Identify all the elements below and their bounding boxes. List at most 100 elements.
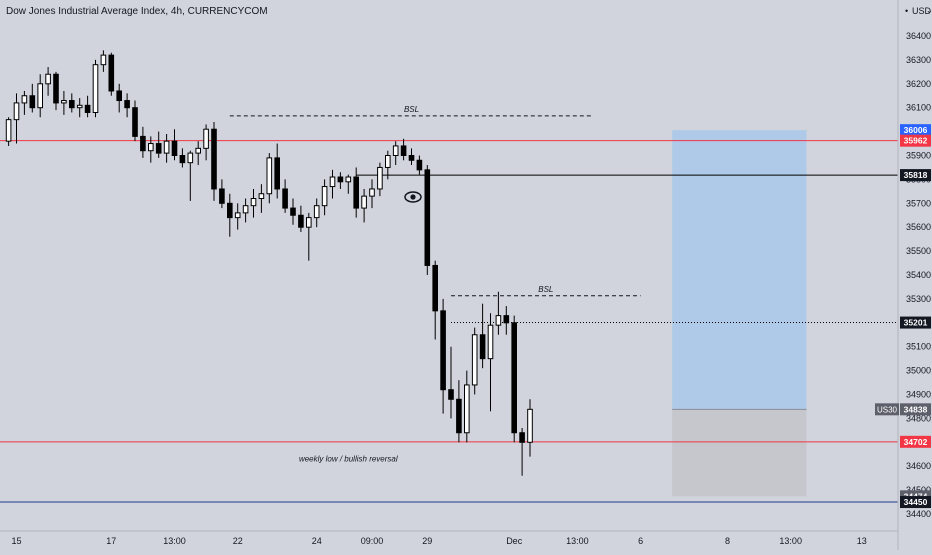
candle-body-up [234,212,241,219]
price-tick-label: 34800 [906,413,931,423]
candle-body-up [306,217,312,228]
eye-icon[interactable] [404,191,422,203]
candle-body-up [203,128,209,149]
candles [5,50,533,476]
candle [29,83,36,113]
candle-body-down [69,100,75,109]
candle [76,98,83,118]
candle-body-down [479,334,486,360]
price-tick-label: 35100 [906,342,931,352]
candle-body-up [21,95,28,104]
time-tick-label: 17 [106,536,116,546]
candle-body-down [274,157,280,190]
candle [345,174,352,194]
candle [116,83,123,113]
candle-body-down [132,107,138,137]
price-tick-label: 34500 [906,485,931,495]
candle [471,327,478,395]
candle-body-down [298,214,304,228]
time-tick-label: 09:00 [361,536,384,546]
chart-title: Dow Jones Industrial Average Index, 4h, … [6,6,268,17]
candle [495,291,502,335]
candle [306,212,312,261]
candle-body-down [179,155,186,164]
currency-menu[interactable]: USD [912,6,932,16]
candle [290,198,296,225]
candle-body-down [211,128,217,190]
candle [432,260,438,340]
candle [171,129,178,161]
candle-body-up [266,157,273,195]
candle [124,93,130,118]
price-tick-label: 34600 [906,461,931,471]
time-tick-label: 13 [857,536,867,546]
candle [45,67,51,96]
target-zone[interactable] [672,130,807,410]
candle [148,136,154,163]
candle [464,370,470,443]
candle-body-up [377,166,383,190]
candle [298,205,304,232]
candle [140,126,146,158]
candle [329,169,336,199]
price-axis-dot: • [905,6,908,16]
price-tick-label: 35000 [906,366,931,376]
candle-body-up [5,119,12,142]
stop-zone[interactable] [672,409,807,497]
price-tick-label: 36200 [906,79,931,89]
candle-body-up [471,334,478,386]
candle-body-down [124,100,130,109]
candle-body-up [100,54,107,66]
candle [250,188,257,218]
candle-body-up [13,102,20,121]
candle-body-up [392,145,399,157]
candle [282,179,288,213]
candle [219,179,225,209]
candle [92,59,99,118]
candle-body-down [155,143,162,154]
candle [227,193,233,237]
time-tick-label: 13:00 [779,536,802,546]
candle-body-down [432,264,438,312]
candle [13,93,20,144]
symbol-tag-text: US30 [877,405,898,414]
target-badge-box [900,124,931,137]
candle-body-up [369,188,375,197]
candle-body-up [163,140,170,154]
currency-menu-arrow[interactable]: ⌄ [926,6,932,15]
candle [487,313,494,412]
candle [353,167,359,218]
target-badge: 36006 [900,124,931,137]
symbol-tag [875,403,899,416]
blue-level-badge-text: 34450 [904,497,928,507]
candle-body-down [108,54,115,92]
black-level-badge: 35818 [900,169,931,182]
candle [337,172,344,189]
price-tick-label: 36300 [906,55,931,65]
weekly-low-note: weekly low / bullish reversal [299,454,398,463]
price-tick-label: 36400 [906,31,931,41]
candle [84,95,91,118]
candle-body-up [195,147,201,154]
red-level-lower-badge: 34702 [900,435,931,448]
candle-body-up [313,205,320,219]
candle [61,90,67,115]
candle [369,179,375,209]
bsl-lower-label: BSL [538,285,553,294]
candle [479,303,486,369]
candle-body-down [53,73,59,104]
last-price-box [900,403,931,416]
time-tick-label: 22 [233,536,243,546]
candle [527,399,533,457]
candle-body-down [456,398,462,434]
candle [132,100,138,142]
time-tick-label: 13:00 [163,536,186,546]
dotted-level-badge-box [900,316,931,329]
candle [408,148,415,166]
price-tick-label: 34400 [906,509,931,519]
price-tick-label: 35400 [906,270,931,280]
candle-body-down [84,104,91,113]
candle [21,90,28,115]
